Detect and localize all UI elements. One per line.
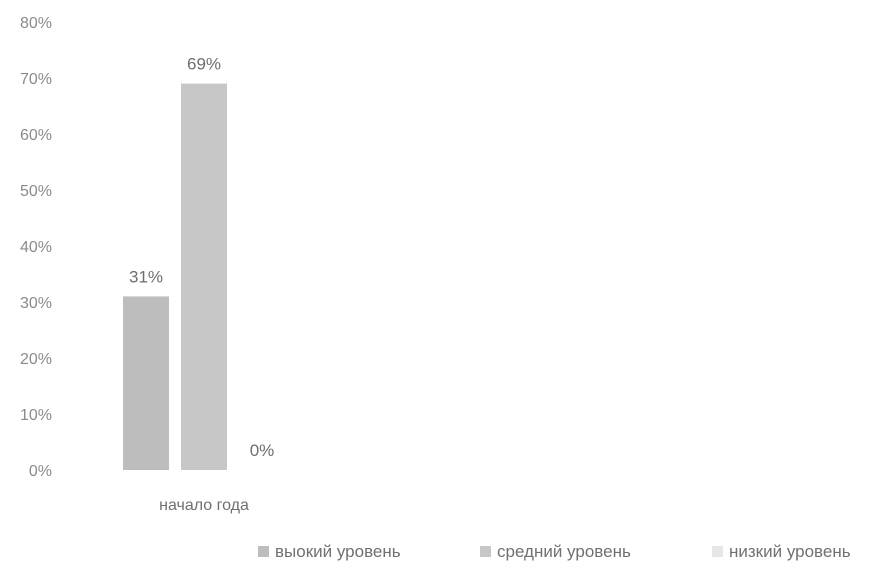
bars-group xyxy=(123,83,227,470)
legend-label-3: низкий уровень xyxy=(729,542,851,561)
bar-2 xyxy=(181,83,227,470)
y-tick-label: 0% xyxy=(29,463,52,480)
y-tick-label: 70% xyxy=(20,71,52,88)
y-tick-label: 30% xyxy=(20,295,52,312)
legend-swatch-1 xyxy=(258,546,269,557)
y-tick-label: 40% xyxy=(20,239,52,256)
legend-label-1: выокий уровень xyxy=(275,542,401,561)
y-tick-label: 60% xyxy=(20,127,52,144)
x-axis-categories: начало года xyxy=(159,497,249,514)
legend-swatch-2 xyxy=(480,546,491,557)
y-tick-label: 50% xyxy=(20,183,52,200)
y-tick-label: 20% xyxy=(20,351,52,368)
data-label-1: 31% xyxy=(129,267,163,286)
category-label: начало года xyxy=(159,497,249,514)
data-label-3: 0% xyxy=(250,441,275,460)
y-axis-ticks: 0% 10% 20% 30% 40% 50% 60% 70% 80% xyxy=(20,15,52,480)
data-label-2: 69% xyxy=(187,55,221,74)
legend-swatch-3 xyxy=(712,546,723,557)
data-labels-group: 31% 69% 0% xyxy=(129,55,274,460)
legend: выокий уровень средний уровень низкий уров… xyxy=(258,542,851,561)
y-tick-label: 80% xyxy=(20,15,52,32)
bar-1 xyxy=(123,296,169,470)
y-tick-label: 10% xyxy=(20,407,52,424)
legend-label-2: средний уровень xyxy=(497,542,631,561)
